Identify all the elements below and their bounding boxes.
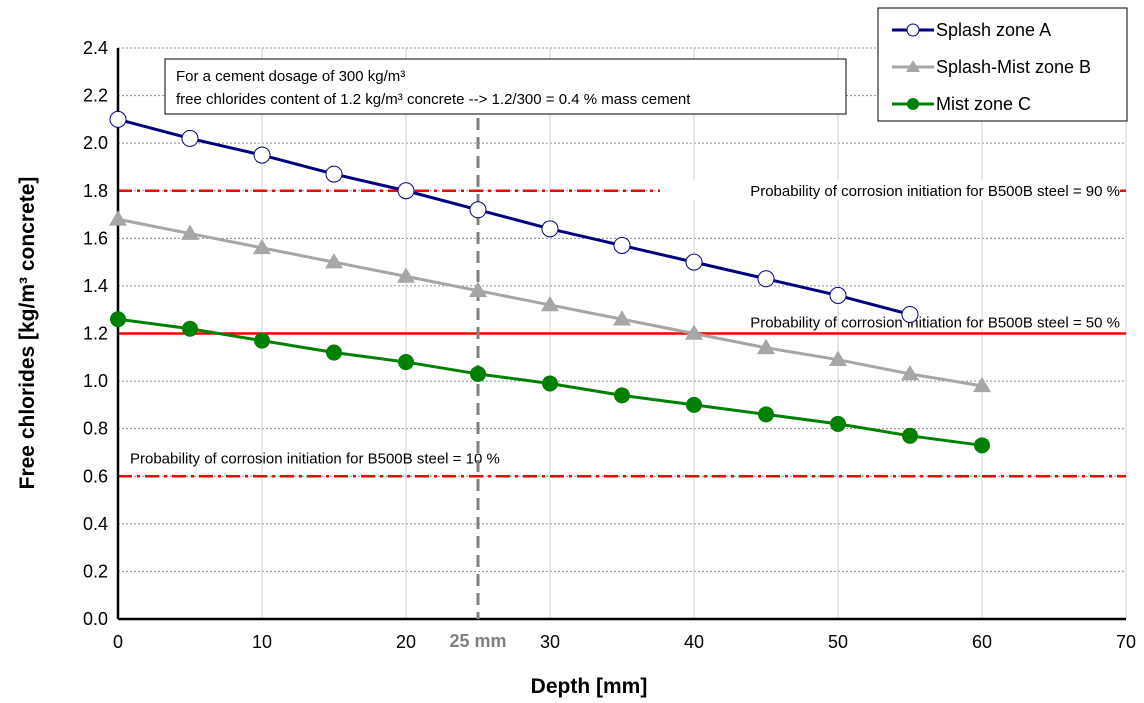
legend-marker	[906, 23, 920, 37]
x-tick-label: 10	[252, 632, 272, 652]
x-tick-label: 50	[828, 632, 848, 652]
data-point	[397, 182, 415, 200]
depth-marker-label: 25 mm	[449, 631, 506, 651]
data-point	[469, 201, 487, 219]
y-tick-label: 1.4	[83, 276, 108, 296]
x-axis-title: Depth [mm]	[531, 675, 648, 698]
y-tick-label: 1.0	[83, 371, 108, 391]
legend-label: Mist zone C	[936, 94, 1031, 114]
data-point	[182, 320, 198, 337]
data-point	[685, 253, 703, 271]
reference-lines: Probability of corrosion initiation for …	[118, 180, 1126, 478]
data-point	[973, 376, 991, 393]
axes	[116, 48, 1126, 621]
y-tick-label: 0.4	[83, 514, 108, 534]
legend-frame	[877, 7, 1128, 122]
data-point	[181, 129, 199, 147]
y-tick-label: 1.8	[83, 181, 108, 201]
y-tick-label: 0.0	[83, 609, 108, 629]
data-point	[325, 253, 343, 269]
y-tick-label: 0.6	[83, 466, 108, 486]
data-point	[685, 324, 703, 340]
data-point	[542, 375, 558, 392]
data-point	[398, 354, 414, 371]
data-point	[830, 415, 846, 432]
annotation-frame	[164, 58, 847, 115]
series-line	[117, 117, 911, 316]
y-tick-label: 2.0	[83, 133, 108, 153]
reference-label-backing	[660, 180, 1120, 201]
data-point	[902, 427, 918, 444]
series	[109, 110, 991, 454]
data-point	[325, 165, 343, 183]
data-point	[757, 338, 775, 355]
tick-labels: 0.0 0.2 0.4 0.6 0.8 1.0 1.2 1.4 1.6 1.8 2.0 2.2 2.4 0…	[83, 38, 1136, 652]
data-point	[758, 406, 774, 423]
legend-label: Splash zone A	[936, 20, 1051, 40]
data-point	[109, 210, 127, 226]
x-tick-label: 20	[396, 632, 416, 652]
data-point	[614, 387, 630, 404]
reference-line-label: Probability of corrosion initiation for …	[750, 315, 1120, 332]
legend-label: Splash-Mist zone B	[936, 57, 1091, 77]
data-point	[469, 281, 487, 297]
data-point	[686, 396, 702, 413]
legend-marker	[906, 60, 920, 72]
data-point	[901, 305, 919, 323]
data-point	[757, 270, 775, 288]
reference-line-label: Probability of corrosion initiation for …	[130, 450, 500, 467]
data-point	[613, 236, 631, 254]
data-point	[613, 310, 631, 326]
data-point	[397, 267, 415, 283]
y-axis-title: Free chlorides [kg/m³ concrete]	[16, 177, 39, 490]
y-tick-label: 1.2	[83, 324, 108, 344]
legend: Splash zone A Splash-Mist zone B Mist zone…	[877, 7, 1128, 122]
x-tick-label: 60	[972, 632, 992, 652]
x-tick-label: 70	[1116, 632, 1136, 652]
x-tick-label: 0	[113, 632, 123, 652]
x-tick-label: 30	[540, 632, 560, 652]
data-point	[974, 437, 990, 454]
data-point	[253, 146, 271, 164]
data-point	[829, 350, 847, 366]
y-tick-label: 1.6	[83, 228, 108, 248]
y-tick-label: 0.2	[83, 561, 108, 581]
data-point	[829, 286, 847, 304]
annotation-line-2: free chlorides content of 1.2 kg/m³ conc…	[176, 91, 691, 108]
data-point	[541, 295, 559, 312]
data-point	[181, 224, 199, 240]
y-tick-label: 2.2	[83, 86, 108, 106]
data-point	[254, 332, 270, 349]
data-point	[541, 220, 559, 238]
annotation-line-1: For a cement dosage of 300 kg/m³	[176, 68, 405, 85]
data-point	[901, 364, 919, 381]
annotation-box: For a cement dosage of 300 kg/m³ free ch…	[164, 58, 847, 115]
y-tick-label: 0.8	[83, 419, 108, 439]
data-point	[470, 365, 486, 382]
reference-line-label: Probability of corrosion initiation for …	[750, 183, 1120, 200]
data-point	[109, 110, 127, 128]
data-point	[110, 311, 126, 328]
data-point	[253, 238, 271, 255]
x-tick-label: 40	[684, 632, 704, 652]
y-tick-label: 2.4	[83, 38, 108, 58]
legend-marker	[907, 98, 919, 110]
data-point	[326, 344, 342, 361]
